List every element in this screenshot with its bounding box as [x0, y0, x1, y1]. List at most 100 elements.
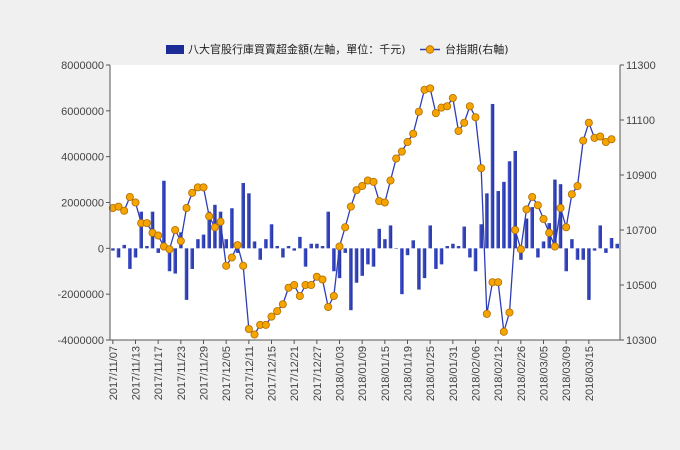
- bar: [230, 208, 234, 249]
- x-tick-label: 2017/11/29: [199, 346, 211, 400]
- bar: [162, 180, 166, 249]
- bar: [485, 193, 489, 249]
- left-tick-label: 2000000: [61, 198, 104, 210]
- line-point: [369, 177, 378, 186]
- line-point: [443, 102, 452, 111]
- line-point: [154, 231, 163, 240]
- right-tick-label: 10500: [626, 280, 657, 292]
- bar: [315, 243, 319, 249]
- bar: [587, 248, 591, 300]
- line-point: [596, 132, 605, 141]
- line-point: [222, 261, 231, 270]
- bar: [190, 248, 194, 269]
- line-point: [426, 84, 435, 93]
- line-point: [250, 330, 259, 339]
- line-point: [533, 201, 542, 210]
- bar: [615, 243, 619, 249]
- bar: [281, 248, 285, 258]
- bar: [184, 248, 189, 300]
- bar: [303, 248, 308, 267]
- bar: [173, 248, 177, 274]
- bar: [366, 248, 370, 265]
- line-point: [460, 118, 469, 127]
- bar: [269, 224, 274, 249]
- line-point: [550, 242, 559, 251]
- bar: [196, 239, 200, 249]
- x-tick-label: 2018/03/09: [561, 346, 573, 401]
- right-tick-label: 10700: [626, 225, 657, 237]
- x-tick-label: 2017/11/17: [153, 346, 165, 400]
- x-tick-label: 2017/12/05: [221, 346, 233, 401]
- bar: [411, 240, 415, 249]
- bar: [224, 239, 228, 249]
- x-tick-label: 2018/03/05: [539, 346, 551, 401]
- line-point: [607, 135, 616, 144]
- x-tick-label: 2018/01/25: [425, 346, 437, 401]
- line-point: [176, 236, 185, 245]
- bar: [354, 248, 359, 283]
- bar: [275, 246, 279, 249]
- bar: [519, 248, 523, 260]
- bar: [575, 248, 580, 260]
- x-tick-label: 2017/11/07: [108, 346, 120, 400]
- x-tick-label: 2018/01/03: [335, 346, 347, 401]
- bar: [524, 218, 529, 249]
- line-point: [120, 206, 129, 215]
- line-point: [454, 127, 463, 136]
- line-point: [239, 261, 248, 270]
- line-series: [108, 84, 616, 339]
- line-point: [182, 203, 191, 212]
- bar: [405, 248, 410, 256]
- bar: [422, 248, 427, 279]
- bar: [247, 193, 251, 249]
- bar: [111, 248, 115, 251]
- bar: [116, 248, 121, 258]
- bar: [264, 239, 268, 249]
- left-tick-label: 6000000: [61, 106, 104, 118]
- line-point: [233, 241, 242, 250]
- line-point: [409, 129, 418, 138]
- line-point: [528, 192, 537, 201]
- x-tick-label: 2018/03/15: [584, 346, 596, 401]
- line-point: [522, 205, 531, 214]
- bar: [139, 211, 143, 249]
- line-point: [329, 291, 338, 300]
- x-tick-label: 2017/11/23: [176, 346, 188, 400]
- line-point: [448, 94, 457, 103]
- x-tick-label: 2018/02/26: [516, 346, 528, 401]
- line-point: [352, 186, 361, 195]
- left-tick-label: 8000000: [61, 60, 104, 72]
- x-tick-label: 2018/02/06: [471, 346, 483, 401]
- bar: [337, 248, 342, 279]
- bar: [286, 246, 291, 249]
- line-point: [188, 188, 197, 197]
- line-point: [324, 302, 333, 311]
- line-point: [216, 217, 225, 226]
- bar: [145, 246, 149, 249]
- bar: [298, 236, 302, 249]
- bar: [128, 248, 132, 269]
- line-point: [346, 202, 355, 211]
- bar: [558, 184, 563, 249]
- bar: [394, 248, 398, 249]
- bar: [434, 248, 438, 269]
- left-tick-label: 4000000: [61, 152, 104, 164]
- legend-bar-swatch: [166, 45, 184, 54]
- line-point: [567, 190, 576, 199]
- line-point: [358, 181, 367, 190]
- line-point: [125, 192, 134, 201]
- line-point: [539, 214, 548, 223]
- bar: [241, 183, 245, 249]
- x-tick-label: 2018/01/15: [380, 346, 392, 401]
- bar: [252, 241, 257, 249]
- line-point: [579, 136, 588, 145]
- right-tick-label: 11100: [626, 115, 655, 127]
- bar: [592, 248, 597, 251]
- line-point: [114, 202, 123, 211]
- x-tick-label: 2017/12/11: [244, 346, 256, 400]
- x-tick-label: 2018/02/12: [493, 346, 505, 401]
- line-point: [131, 198, 140, 207]
- bar: [371, 248, 376, 267]
- bar: [377, 228, 381, 249]
- bar: [207, 211, 211, 249]
